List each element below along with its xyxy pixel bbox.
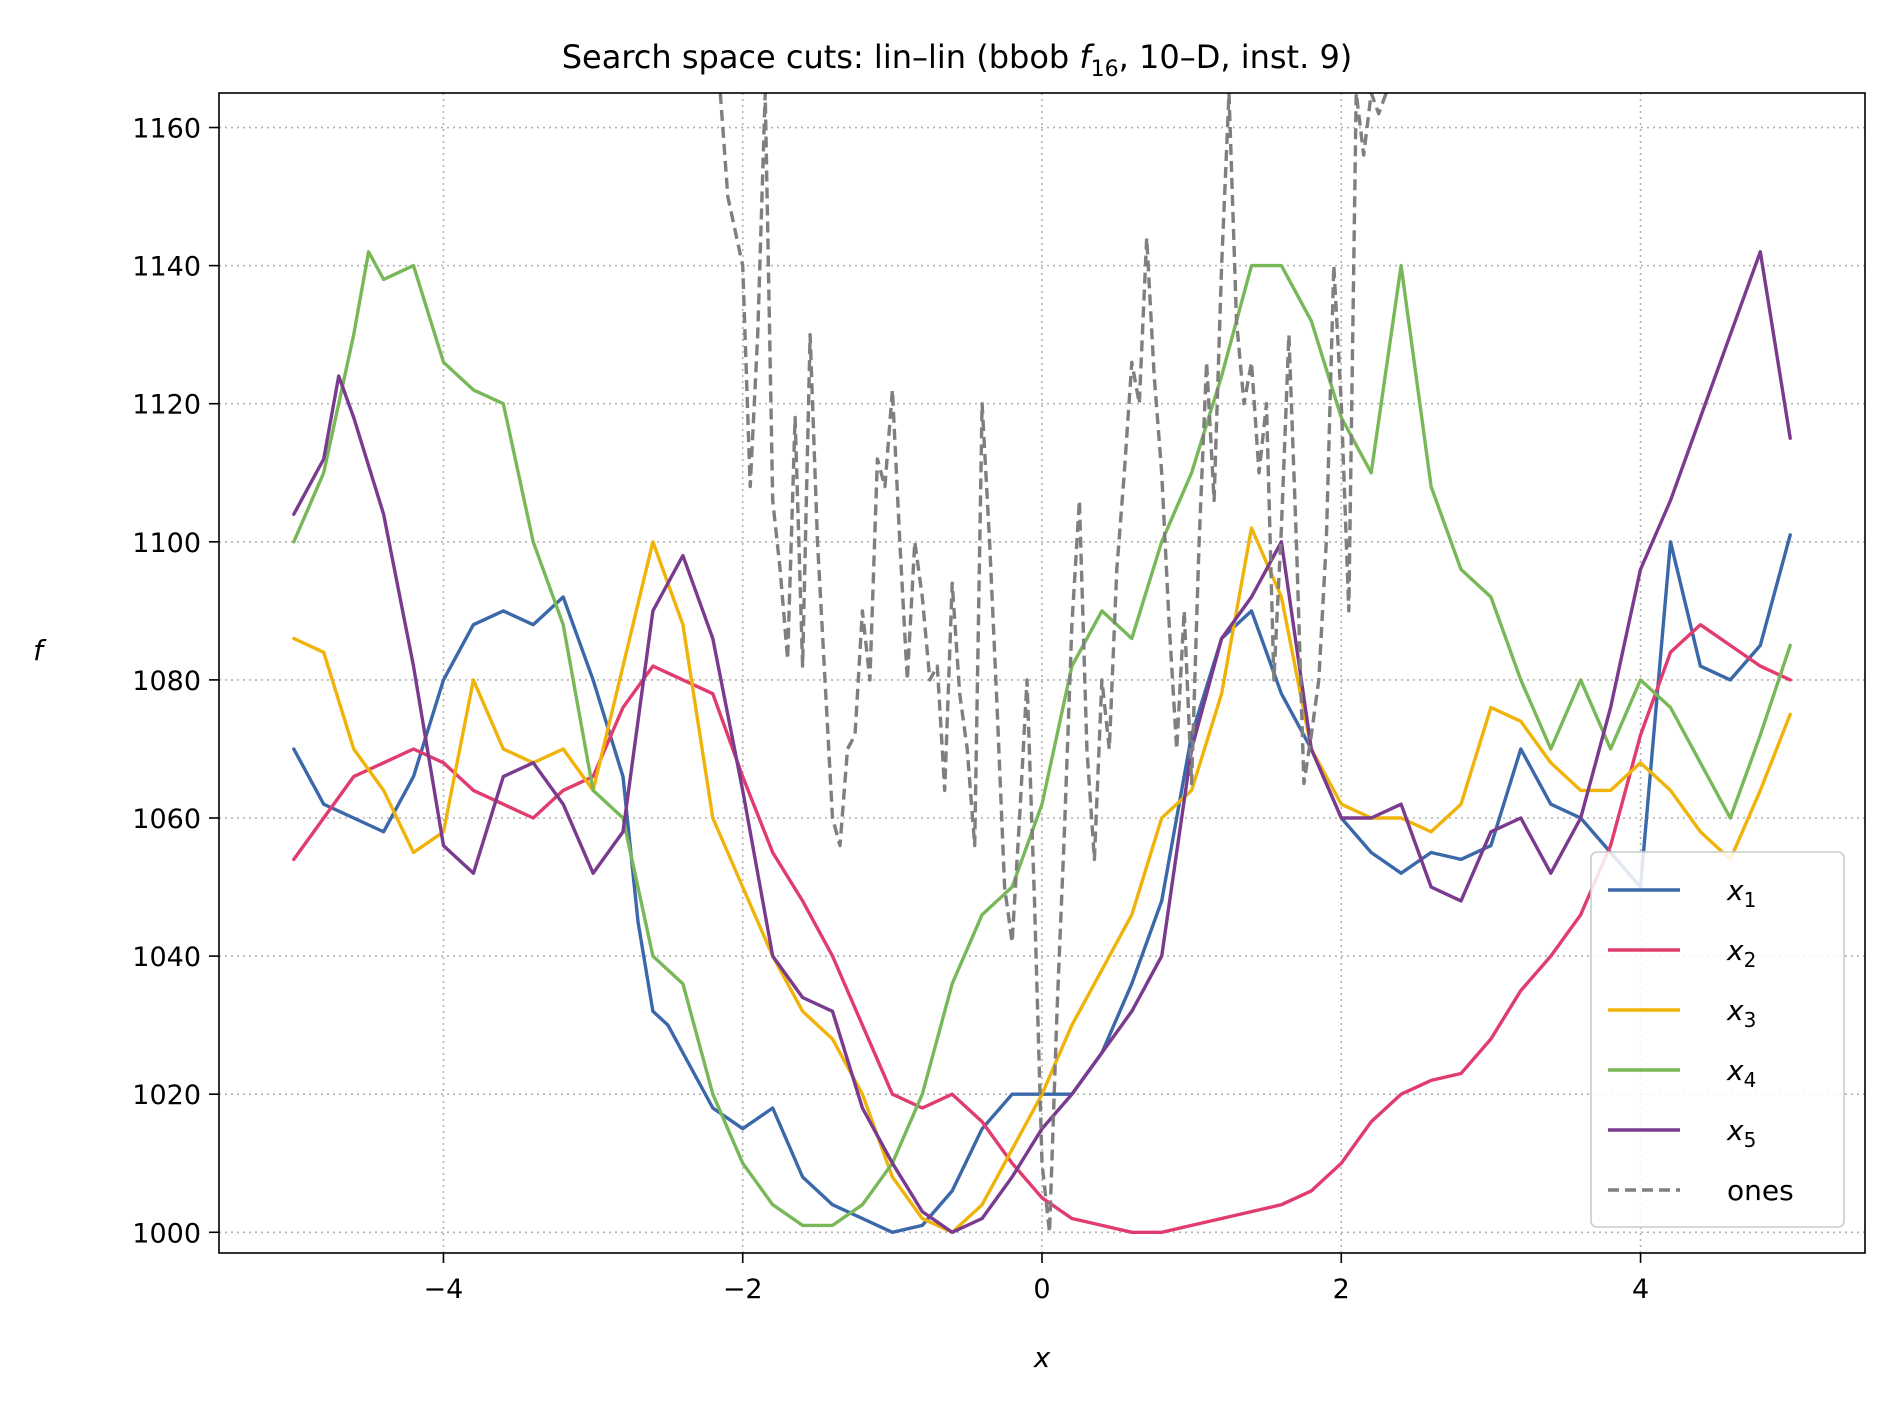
legend-label-sub: 2	[1744, 948, 1757, 972]
legend-label-name: x	[1726, 934, 1744, 967]
chart-title-prefix: Search space cuts: lin–lin (bbob	[562, 38, 1080, 76]
y-tick-label: 1100	[132, 528, 201, 559]
legend-label-name: ones	[1727, 1174, 1794, 1207]
x-tick-label: 2	[1333, 1274, 1350, 1305]
legend-label-name: x	[1726, 874, 1744, 907]
y-tick-label: 1080	[132, 666, 201, 697]
x-tick-label: −2	[723, 1274, 763, 1305]
legend-label: x1	[1726, 874, 1756, 912]
legend-label-sub: 3	[1744, 1008, 1757, 1032]
series-line-ones	[718, 93, 1388, 1235]
y-tick-label: 1060	[132, 804, 201, 835]
legend-label: x3	[1726, 994, 1756, 1032]
y-tick-label: 1160	[132, 114, 201, 145]
series-line-x5	[292, 250, 1792, 1235]
y-tick-label: 1120	[132, 390, 201, 421]
series-line-x2	[292, 623, 1792, 1235]
legend-label-name: x	[1726, 994, 1744, 1027]
legend-label-name: x	[1726, 1054, 1744, 1087]
legend-label: ones	[1727, 1174, 1794, 1207]
chart-title-func-sub: 16	[1091, 57, 1119, 82]
series-line-x1	[292, 533, 1792, 1235]
legend-label-sub: 1	[1744, 888, 1757, 912]
legend-label-name: x	[1726, 1114, 1744, 1147]
y-axis-label: f	[33, 634, 47, 667]
chart-title: Search space cuts: lin–lin (bbob f16, 10…	[562, 38, 1353, 82]
legend-label: x5	[1726, 1114, 1756, 1152]
y-tick-label: 1040	[132, 942, 201, 973]
y-tick-label: 1140	[132, 252, 201, 283]
x-tick-label: −4	[424, 1274, 464, 1305]
legend-box	[1590, 851, 1845, 1228]
series-line-x4	[292, 250, 1792, 1228]
y-tick-label: 1020	[132, 1080, 201, 1111]
y-tick-label: 1000	[132, 1218, 201, 1249]
x-ticks: −4 −2 0 2 4	[424, 1253, 1649, 1305]
legend-label: x4	[1726, 1054, 1756, 1092]
x-tick-label: 4	[1632, 1274, 1649, 1305]
legend-label: x2	[1726, 934, 1756, 972]
legend-label-sub: 5	[1744, 1128, 1757, 1152]
x-tick-label: 0	[1033, 1274, 1050, 1305]
x-axis-label: x	[1033, 1341, 1051, 1374]
series-layer	[292, 93, 1792, 1235]
legend-label-sub: 4	[1744, 1068, 1757, 1092]
series-line-x3	[292, 526, 1792, 1235]
chart-title-suffix: , 10–D, inst. 9)	[1119, 38, 1353, 76]
y-ticks: 1000 1020 1040 1060 1080 1100 1120 1140 1160	[132, 114, 219, 1249]
